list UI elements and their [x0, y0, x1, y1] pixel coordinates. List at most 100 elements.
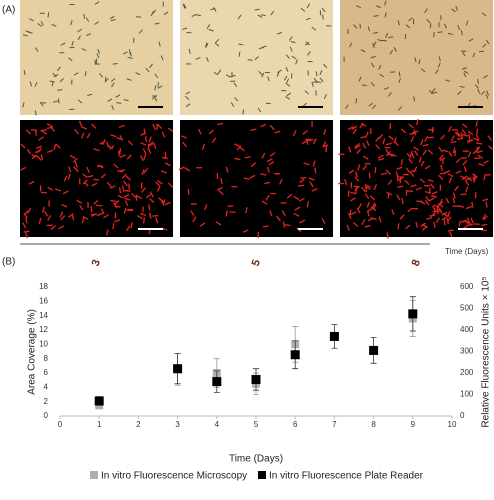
cell: [143, 153, 147, 160]
cell: [69, 155, 76, 159]
day-label: 3: [90, 258, 103, 268]
cell: [112, 223, 115, 230]
cell: [461, 51, 466, 57]
cell: [261, 200, 268, 205]
cell: [123, 193, 130, 198]
day-label: 8: [410, 258, 423, 268]
cell: [142, 217, 145, 224]
cell: [290, 40, 296, 44]
x-tick-label: 5: [254, 420, 259, 429]
cell: [68, 213, 74, 218]
cell: [452, 192, 456, 199]
cell: [352, 128, 357, 135]
cell: [86, 166, 90, 173]
cell: [375, 5, 381, 9]
cell: [299, 178, 305, 184]
cell: [266, 166, 270, 173]
cell: [435, 217, 440, 224]
cell: [77, 99, 83, 104]
cell: [450, 140, 457, 144]
cell: [423, 184, 431, 187]
cell: [378, 64, 382, 70]
cell: [283, 75, 288, 81]
cell: [482, 43, 487, 48]
y-tick-label: 16: [39, 296, 48, 305]
cell: [441, 216, 448, 221]
cell: [130, 222, 134, 229]
cell: [366, 208, 373, 213]
cell: [147, 143, 154, 146]
cell: [29, 18, 34, 22]
cell: [447, 32, 453, 36]
x-tick-label: 9: [411, 420, 416, 429]
cell: [380, 172, 387, 176]
cell: [115, 94, 121, 98]
cell: [269, 152, 276, 157]
cell: [244, 156, 251, 159]
cell: [471, 201, 474, 208]
cell: [286, 193, 293, 199]
cell: [22, 222, 27, 229]
cell: [447, 125, 452, 132]
cell: [482, 215, 488, 221]
cell: [447, 229, 454, 232]
y2-tick-label: 400: [460, 325, 474, 334]
cell: [258, 70, 263, 76]
cell: [123, 180, 128, 187]
cell: [355, 171, 359, 178]
cell: [396, 177, 403, 182]
cell: [370, 206, 377, 212]
cell: [87, 174, 94, 178]
y-tick-label: 4: [44, 382, 49, 391]
cell: [286, 92, 292, 97]
cell: [192, 216, 197, 223]
cell: [127, 56, 133, 59]
cell: [466, 205, 473, 210]
cell: [114, 199, 120, 205]
cell: [109, 185, 116, 189]
cell: [357, 203, 362, 210]
point: [94, 396, 104, 406]
y2-axis-title: Relative Fluorescence Units × 10⁵: [481, 276, 492, 427]
cell: [220, 177, 223, 185]
cell: [136, 194, 143, 200]
cell: [47, 12, 50, 18]
cell: [135, 194, 138, 201]
cell: [140, 142, 147, 146]
cell: [162, 199, 166, 206]
cell: [408, 158, 413, 164]
y-tick-label: 6: [44, 368, 49, 377]
x-tick-label: 3: [175, 420, 180, 429]
cell: [347, 126, 354, 130]
cell: [354, 176, 360, 182]
cell: [300, 7, 306, 12]
cell: [110, 78, 116, 82]
brightfield-image: [180, 0, 333, 115]
cell: [140, 155, 144, 162]
cell: [216, 186, 223, 191]
cell: [50, 225, 56, 231]
cell: [276, 71, 280, 77]
cell: [362, 142, 367, 149]
cell: [85, 17, 90, 23]
cell: [110, 199, 117, 203]
cell: [361, 186, 366, 193]
cell: [97, 48, 101, 54]
cell: [208, 29, 214, 32]
panel-label: (B): [2, 257, 15, 268]
cell: [107, 98, 113, 103]
cell: [230, 102, 235, 107]
cell: [293, 195, 300, 201]
cell: [34, 129, 38, 136]
cell: [217, 69, 222, 74]
cell: [302, 129, 308, 135]
cell: [99, 140, 106, 145]
cell: [288, 36, 293, 41]
cell: [154, 73, 159, 78]
cell: [440, 164, 443, 171]
cell: [208, 129, 215, 135]
cell: [225, 74, 231, 78]
cell: [161, 131, 166, 138]
cell: [477, 88, 481, 94]
cell: [482, 198, 489, 202]
